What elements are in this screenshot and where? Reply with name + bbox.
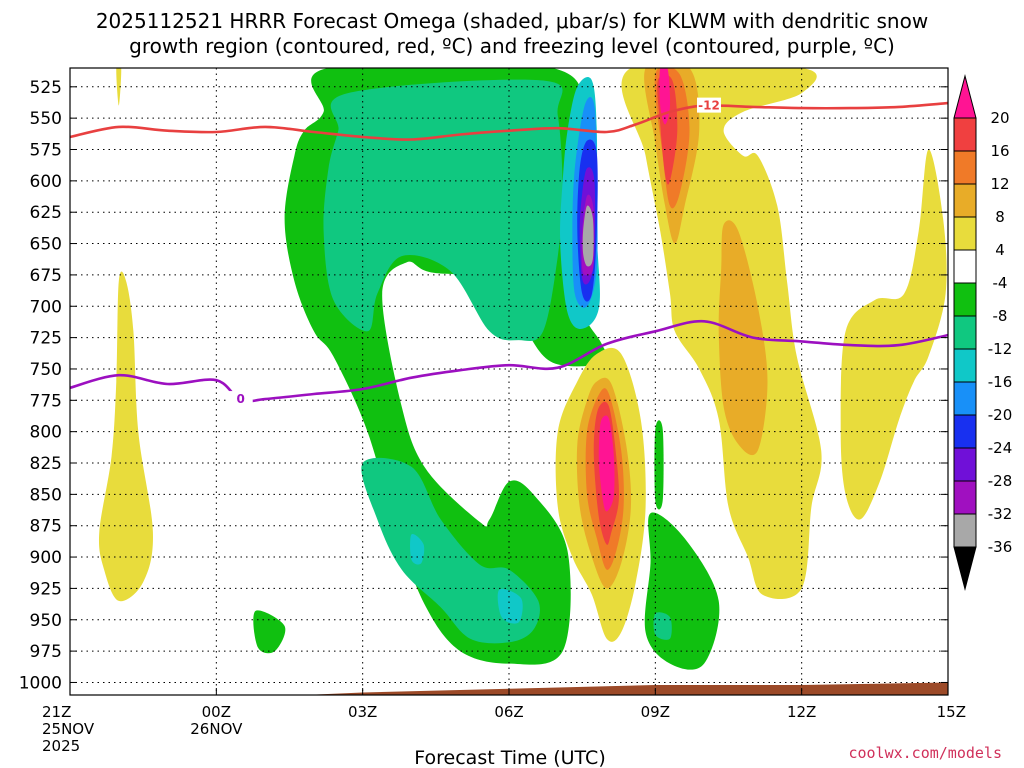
colorbar-swatch: [953, 348, 977, 383]
omega-region-yellow-left-tip: [116, 68, 122, 106]
omega-region-yellow-left: [98, 271, 153, 602]
y-tick-label: 850: [30, 485, 62, 505]
x-tick-label: 00Z: [202, 703, 231, 721]
colorbar-label: 16: [990, 142, 1009, 160]
colorbar: 20 16 12 8 4 -4 -8 -12 -16 -20 -24 -28 -32 -36: [953, 74, 1013, 591]
x-tick-label: 12Z: [787, 703, 816, 721]
dgz-contour-line: [70, 101, 948, 141]
x-tick-label: 21Z: [42, 703, 71, 721]
y-tick-label: 725: [30, 329, 62, 349]
y-tick-label: 700: [30, 297, 62, 317]
omega-shading-layer: [98, 68, 947, 670]
y-tick-label: 600: [30, 172, 62, 192]
colorbar-label: -16: [988, 373, 1013, 391]
omega-region-teal-lower: [361, 457, 540, 644]
colorbar-bottom-triangle: [953, 546, 977, 591]
credit-text: coolwx.com/models: [848, 744, 1002, 762]
colorbar-swatch: [953, 381, 977, 416]
colorbar-swatch: [953, 249, 977, 284]
colorbar-label: 4: [995, 241, 1005, 259]
omega-region-green-small-left: [253, 610, 286, 654]
chart-title-line1: 2025112521 HRRR Forecast Omega (shaded, …: [96, 9, 928, 33]
y-tick-label: 550: [30, 109, 62, 129]
colorbar-swatch: [953, 513, 977, 548]
omega-region-yellow-right-far: [840, 149, 947, 520]
colorbar-label: 8: [995, 208, 1005, 226]
y-tick-label: 575: [30, 141, 62, 161]
colorbar-swatch: [953, 150, 977, 185]
colorbar-label: -12: [988, 340, 1013, 358]
y-tick-label: 1000: [19, 673, 62, 693]
x-axis-label: Forecast Time (UTC): [414, 747, 605, 768]
colorbar-label: -4: [993, 274, 1008, 292]
contour-layer: [70, 101, 948, 403]
y-tick-label: 750: [30, 360, 62, 380]
x-tick-label: 2025: [42, 737, 80, 755]
colorbar-swatch: [953, 315, 977, 350]
x-tick-label: 25NOV: [42, 720, 95, 738]
omega-region-pink-lower-centre: [598, 415, 615, 512]
y-tick-label: 675: [30, 266, 62, 286]
colorbar-swatch: [953, 216, 977, 251]
omega-region-grey-core: [582, 205, 594, 267]
omega-region-cyan-spot-2: [497, 588, 523, 624]
y-tick-label: 950: [30, 611, 62, 631]
x-tick-label: 09Z: [641, 703, 670, 721]
dgz-contour-label-bg: [696, 97, 721, 113]
omega-region-pink-right: [659, 68, 671, 125]
chart-title-line2: growth region (contoured, red, ºC) and f…: [129, 34, 895, 58]
terrain-fill: [304, 682, 948, 695]
y-axis: 525 550 575 600 625 650 675 700 725 750 775 800 825 8…: [19, 78, 948, 693]
colorbar-swatch: [953, 414, 977, 449]
colorbar-swatch: [953, 480, 977, 515]
terrain-layer: [304, 682, 948, 695]
x-tick-label: 15Z: [937, 703, 966, 721]
colorbar-swatch: [953, 447, 977, 482]
x-tick-label: 26NOV: [190, 720, 243, 738]
y-tick-label: 975: [30, 642, 62, 662]
y-tick-label: 625: [30, 203, 62, 223]
omega-region-teal-band: [323, 79, 563, 342]
y-tick-label: 900: [30, 548, 62, 568]
omega-region-cyan-spot-1: [410, 534, 425, 565]
omega-region-green-thin-line: [654, 420, 664, 510]
colorbar-swatch: [953, 282, 977, 317]
y-tick-label: 825: [30, 454, 62, 474]
y-tick-label: 650: [30, 235, 62, 255]
colorbar-top-triangle: [953, 74, 977, 119]
dgz-contour-label: -12: [698, 99, 720, 113]
colorbar-label: 12: [990, 175, 1009, 193]
x-tick-label: 06Z: [494, 703, 523, 721]
colorbar-label: -8: [993, 307, 1008, 325]
colorbar-label: -36: [988, 538, 1013, 556]
freezing-contour-label: 0: [237, 392, 245, 406]
contour-labels: -12 0: [228, 97, 721, 407]
y-tick-label: 775: [30, 391, 62, 411]
grid-layer: [70, 68, 948, 695]
y-tick-label: 800: [30, 423, 62, 443]
freezing-contour-line: [70, 319, 948, 403]
freezing-contour-label-bg: [228, 391, 253, 407]
colorbar-label: 20: [990, 109, 1009, 127]
colorbar-label: -32: [988, 505, 1013, 523]
omega-region-teal-right-lower: [653, 612, 672, 640]
omega-region-orange-right-2: [718, 220, 768, 456]
colorbar-label: -20: [988, 406, 1013, 424]
y-tick-label: 525: [30, 78, 62, 98]
x-tick-label: 03Z: [348, 703, 377, 721]
y-tick-label: 925: [30, 579, 62, 599]
colorbar-label: -24: [988, 439, 1013, 457]
colorbar-label: -28: [988, 472, 1013, 490]
colorbar-swatch: [953, 117, 977, 152]
colorbar-swatch: [953, 183, 977, 218]
y-tick-label: 875: [30, 517, 62, 537]
